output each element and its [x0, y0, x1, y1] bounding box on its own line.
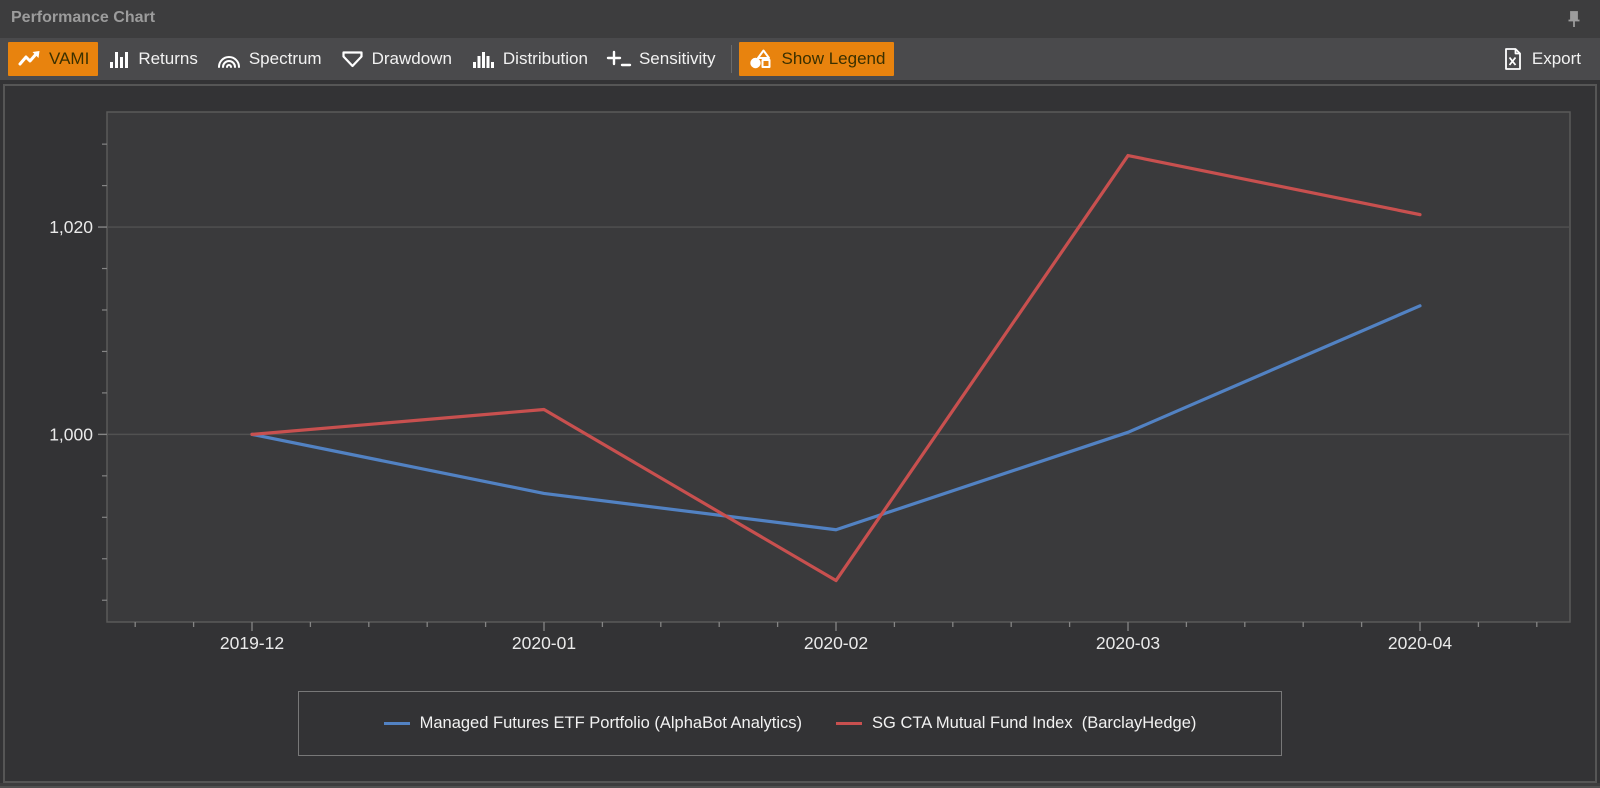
spectrum-arcs-icon — [216, 48, 242, 70]
tab-vami[interactable]: VAMI — [8, 42, 99, 76]
shapes-icon — [748, 47, 774, 71]
panel-title-bar: Performance Chart — [0, 0, 1600, 38]
toolbar-separator — [731, 45, 733, 73]
legend-swatch-blue — [383, 722, 410, 725]
x-axis-label: 2020-03 — [1096, 633, 1160, 653]
chart-legend: Managed Futures ETF Portfolio (AlphaBot … — [298, 691, 1282, 756]
y-axis-label: 1,000 — [49, 424, 93, 444]
show-legend-toggle[interactable]: Show Legend — [739, 42, 895, 76]
drawdown-flag-icon — [340, 48, 365, 70]
histogram-icon — [470, 48, 496, 70]
export-label: Export — [1531, 49, 1581, 68]
tab-distribution[interactable]: Distribution — [461, 42, 597, 76]
panel-title: Performance Chart — [11, 9, 156, 26]
legend-label: SG CTA Mutual Fund Index (BarclayHedge) — [872, 714, 1197, 732]
excel-file-icon — [1501, 46, 1525, 72]
x-axis-label: 2020-04 — [1388, 633, 1452, 653]
tab-label: Sensitivity — [638, 49, 716, 68]
series-line-0 — [250, 304, 1422, 532]
trend-up-icon — [17, 48, 42, 70]
window-bottom-edge — [0, 783, 1600, 788]
x-axis-label: 2019-12 — [220, 633, 284, 653]
y-axis-label: 1,020 — [49, 217, 93, 237]
tab-spectrum[interactable]: Spectrum — [207, 42, 331, 76]
sensitivity-icon — [606, 48, 632, 70]
tab-label: VAMI — [49, 49, 90, 68]
chart-canvas[interactable]: 1,020 1,000 2019-12 2020-01 2020-02 2020-03 20… — [3, 84, 1597, 783]
legend-label: Managed Futures ETF Portfolio (AlphaBot … — [419, 714, 803, 732]
tab-drawdown[interactable]: Drawdown — [331, 42, 461, 76]
tab-label: Distribution — [502, 49, 588, 68]
tab-label: Drawdown — [371, 49, 452, 68]
export-button[interactable]: Export — [1492, 42, 1590, 76]
bar-chart-icon — [107, 48, 131, 70]
tab-label: Spectrum — [248, 49, 322, 68]
tab-sensitivity[interactable]: Sensitivity — [597, 42, 725, 76]
pin-icon[interactable] — [1564, 9, 1584, 29]
legend-swatch-red — [836, 722, 863, 725]
legend-entry-series-0[interactable]: Managed Futures ETF Portfolio (AlphaBot … — [383, 714, 803, 733]
x-axis-label: 2020-02 — [804, 633, 868, 653]
plot-area — [106, 111, 1571, 623]
legend-entry-series-1[interactable]: SG CTA Mutual Fund Index (BarclayHedge) — [836, 714, 1196, 733]
chart-panel: 1,020 1,000 2019-12 2020-01 2020-02 2020-03 20… — [3, 84, 1597, 783]
x-axis-label: 2020-01 — [512, 633, 576, 653]
tab-returns[interactable]: Returns — [98, 42, 207, 76]
chart-toolbar: VAMI Returns — [0, 38, 1600, 80]
series-line-1 — [250, 153, 1422, 583]
tab-label: Returns — [138, 49, 198, 68]
toggle-label: Show Legend — [781, 49, 886, 68]
